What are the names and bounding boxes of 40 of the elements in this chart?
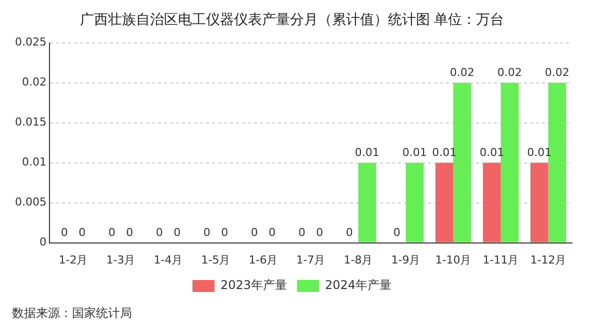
- x-tick-label: 1-8月: [344, 253, 373, 266]
- y-tick-label: 0.01: [22, 156, 46, 169]
- data-label: 0.02: [497, 66, 522, 80]
- x-tick-label: 1-3月: [106, 253, 136, 266]
- chart-title: 广西壮族自治区电工仪器仪表产量分月（累计值）统计图 单位：万台: [80, 12, 504, 28]
- data-label: 0: [203, 226, 210, 240]
- data-label: 0: [221, 226, 228, 240]
- data-label: 0: [60, 226, 68, 240]
- y-tick-label: 0.005: [14, 196, 46, 209]
- data-label: 0.01: [402, 146, 427, 160]
- x-tick-label: 1-2月: [58, 253, 88, 266]
- y-tick-label: 0.015: [14, 116, 46, 129]
- x-tick-label: 1-4月: [154, 253, 183, 266]
- data-label: 0: [393, 226, 400, 240]
- data-label: 0.01: [354, 146, 380, 160]
- x-tick-label: 1-12月: [530, 253, 566, 266]
- x-tick-label: 1-9月: [391, 253, 420, 266]
- y-tick-label: 0.025: [14, 36, 46, 49]
- data-label: 0: [126, 226, 134, 240]
- data-label: 0: [316, 226, 324, 240]
- x-tick-label: 1-11月: [482, 253, 519, 266]
- data-label: 0: [156, 226, 163, 240]
- data-label: 0: [174, 226, 181, 240]
- data-label: 0.02: [544, 66, 570, 80]
- legend-label: 2024年产量: [325, 278, 392, 292]
- data-label: 0.02: [450, 66, 474, 80]
- x-tick-label: 1-10月: [435, 253, 472, 266]
- legend-label: 2023年产量: [220, 278, 288, 292]
- data-label: 0: [78, 226, 86, 240]
- data-label: 0: [108, 226, 116, 240]
- data-label: 0: [298, 226, 306, 240]
- x-tick-label: 1-7月: [296, 253, 326, 266]
- y-tick-label: 0: [39, 236, 46, 249]
- y-tick-label: 0.02: [22, 76, 46, 89]
- data-label: 0: [250, 226, 258, 240]
- x-tick-label: 1-5月: [201, 253, 230, 266]
- data-label: 0: [346, 226, 353, 240]
- source-note: 数据来源：国家统计局: [12, 306, 132, 320]
- x-tick-label: 1-6月: [248, 253, 278, 266]
- data-label: 0: [268, 226, 276, 240]
